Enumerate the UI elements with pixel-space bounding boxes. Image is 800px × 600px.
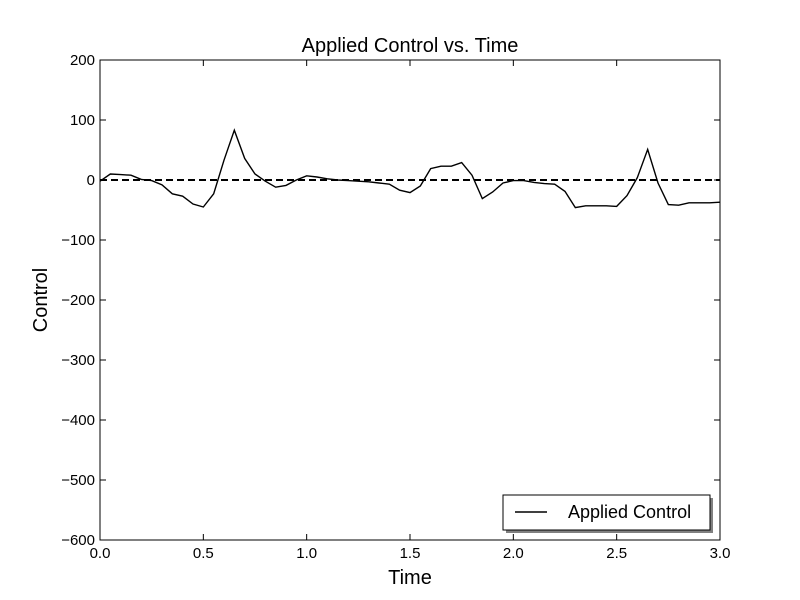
plot-area: 0.0 0.5 1.0 1.5 2.0 2.5 3.0 200 100 0 −100 −200 −30… [61, 52, 730, 562]
x-axis-ticks: 0.0 0.5 1.0 1.5 2.0 2.5 3.0 [90, 60, 731, 562]
y-tick-label: −400 [61, 412, 95, 429]
y-tick-label: 0 [87, 172, 95, 189]
y-tick-label: 100 [70, 112, 95, 129]
y-axis-label: Control [30, 268, 52, 332]
y-tick-label: −200 [61, 292, 95, 309]
x-tick-label: 0.5 [193, 545, 214, 562]
series-line-applied-control [99, 128, 721, 209]
y-tick-label: −300 [61, 352, 95, 369]
x-axis-label: Time [388, 567, 432, 589]
x-tick-label: 1.5 [400, 545, 421, 562]
x-tick-label: 1.0 [296, 545, 317, 562]
y-tick-label: −600 [61, 532, 95, 549]
x-tick-label: 3.0 [710, 545, 731, 562]
y-tick-label: −500 [61, 472, 95, 489]
x-tick-label: 2.5 [606, 545, 627, 562]
legend: Applied Control [502, 494, 713, 533]
y-axis-ticks: 200 100 0 −100 −200 −300 −400 −500 −600 [61, 52, 720, 549]
y-tick-label: −100 [61, 232, 95, 249]
chart-title: Applied Control vs. Time [302, 35, 519, 57]
plot-frame [99, 59, 721, 541]
x-tick-label: 0.0 [90, 545, 111, 562]
x-tick-label: 2.0 [503, 545, 524, 562]
legend-label-applied-control: Applied Control [568, 502, 691, 522]
y-tick-label: 200 [70, 52, 95, 69]
